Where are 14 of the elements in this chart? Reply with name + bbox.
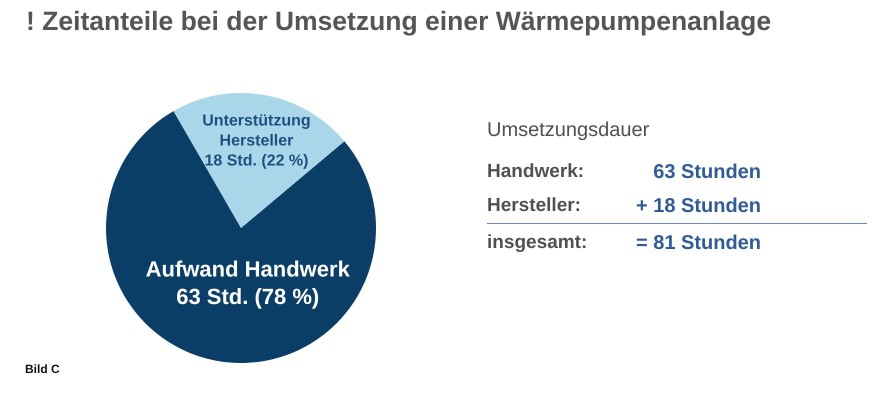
text: Umsetzungsdauer [487, 118, 650, 143]
data-label: 18 Std. (22 %) [204, 152, 308, 169]
text: = 81 Stunden [634, 232, 761, 254]
text: + 18 Stunden [634, 194, 761, 218]
slice-label: Unterstützung Hersteller [202, 112, 311, 149]
text: Bild C [25, 362, 60, 376]
text: 63 Stunden [652, 160, 761, 184]
data-label: 63 Std. (78 %) [176, 283, 320, 308]
slice-label: Aufwand Handwerk [146, 256, 351, 281]
pie-slice [106, 111, 376, 363]
text: Hersteller: [487, 195, 582, 217]
text: insgesamt: [487, 232, 588, 254]
text: Handwerk: [487, 161, 586, 183]
chart-title: ! Zeitanteile bei der Umsetzung einer Wärmepumpenanlage [26, 5, 772, 37]
